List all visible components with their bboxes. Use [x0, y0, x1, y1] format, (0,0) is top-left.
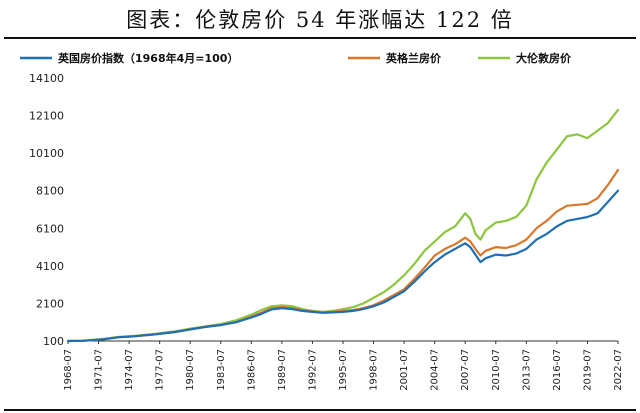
x-tick-label: 2013-07 [521, 349, 532, 391]
x-tick-label: 1971-07 [94, 349, 105, 391]
y-tick-label: 100 [43, 335, 64, 348]
x-tick-label: 1989-07 [277, 349, 288, 391]
x-tick-label: 2010-07 [491, 349, 502, 391]
series-line-2 [66, 108, 620, 343]
y-tick-label: 6100 [36, 222, 64, 235]
series-line-0 [66, 189, 620, 343]
y-tick-label: 2100 [36, 297, 64, 310]
x-tick-label: 1977-07 [155, 349, 166, 391]
legend-label-2: 大伦敦房价 [516, 51, 572, 65]
x-tick-label: 1974-07 [124, 349, 135, 391]
x-tick-label: 2007-07 [460, 349, 471, 391]
x-tick-label: 1995-07 [338, 349, 349, 391]
x-tick-label: 1983-07 [216, 349, 227, 391]
axes-group: 100 2100 4100 6100 8100 10100 12100 14100 1968-0… [29, 72, 624, 391]
x-tick-label: 2022-07 [613, 349, 624, 391]
x-tick-label: 1992-07 [307, 349, 318, 391]
x-tick-label: 2019-07 [582, 349, 593, 391]
y-tick-label: 12100 [29, 110, 64, 123]
x-tick-label: 1968-07 [63, 349, 74, 391]
legend: 英国房价指数（1968年4月=100） 英格兰房价 大伦敦房价 [20, 51, 572, 65]
x-tick-label: 2004-07 [430, 349, 441, 391]
legend-label-1: 英格兰房价 [385, 51, 442, 65]
x-tick-label: 1998-07 [369, 349, 380, 391]
series-line-1 [66, 168, 620, 343]
x-tick-label: 2016-07 [552, 349, 563, 391]
chart-title: 图表：伦敦房价 54 年涨幅达 122 倍 [126, 8, 514, 32]
bottom-rule [4, 409, 636, 411]
series-lines [66, 108, 620, 343]
y-tick-label: 10100 [29, 147, 64, 160]
legend-label-0: 英国房价指数（1968年4月=100） [57, 51, 238, 65]
x-tick-label: 2001-07 [399, 349, 410, 391]
top-rule [4, 37, 636, 39]
y-tick-label: 14100 [29, 72, 64, 85]
y-tick-label: 8100 [36, 185, 64, 198]
x-tick-label: 1980-07 [185, 349, 196, 391]
x-tick-label: 1986-07 [246, 349, 257, 391]
y-tick-label: 4100 [36, 260, 64, 273]
